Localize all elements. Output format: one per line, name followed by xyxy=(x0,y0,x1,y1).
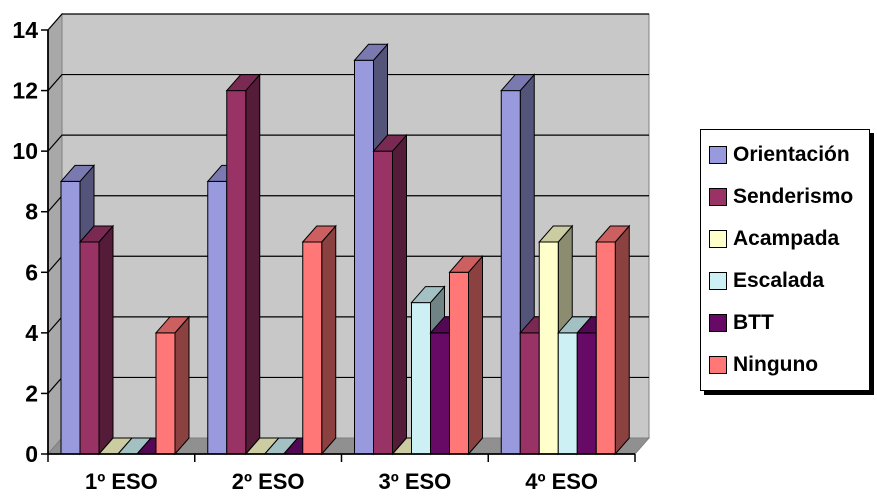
chart-legend: Orientación Senderismo Acampada Escalada BTT… xyxy=(700,129,870,391)
legend-label: Acampada xyxy=(733,227,840,250)
y-tick-label: 2 xyxy=(25,380,38,406)
legend-item: Acampada xyxy=(709,226,839,252)
bar xyxy=(154,315,191,456)
y-tick-label: 10 xyxy=(12,138,38,164)
plot-side-wall xyxy=(47,12,63,456)
y-tick-label: 8 xyxy=(25,199,38,225)
legend-item: BTT xyxy=(709,310,774,336)
x-tick-label: 2º ESO xyxy=(232,469,305,494)
y-tick-label: 6 xyxy=(25,259,38,285)
y-tick-label: 4 xyxy=(25,320,38,346)
legend-label: Escalada xyxy=(733,269,825,292)
bar xyxy=(595,224,631,456)
x-tick-label: 1º ESO xyxy=(85,469,158,494)
bar xyxy=(301,224,337,456)
bar xyxy=(78,224,115,456)
legend-swatch xyxy=(709,272,727,290)
legend-item: Ninguno xyxy=(709,352,818,378)
y-tick-label: 0 xyxy=(25,441,38,467)
gridline xyxy=(47,134,649,152)
legend-swatch xyxy=(709,356,727,374)
legend-label: Orientación xyxy=(733,143,850,166)
legend-label: BTT xyxy=(733,311,774,334)
legend-label: Ninguno xyxy=(733,353,819,376)
legend-swatch xyxy=(709,314,727,332)
x-tick-label: 3º ESO xyxy=(378,469,451,494)
y-tick-label: 12 xyxy=(12,78,38,104)
bar xyxy=(225,73,261,456)
legend-item: Escalada xyxy=(709,268,824,294)
legend-swatch xyxy=(709,146,727,164)
gridline xyxy=(47,13,649,31)
y-tick-label: 14 xyxy=(12,17,38,43)
legend-label: Senderismo xyxy=(733,185,854,208)
legend-swatch xyxy=(709,188,727,206)
bar xyxy=(372,133,408,456)
legend-swatch xyxy=(709,230,727,248)
x-tick-label: 4º ESO xyxy=(525,469,598,494)
legend-item: Orientación xyxy=(709,142,850,168)
legend-item: Senderismo xyxy=(709,184,853,210)
gridline xyxy=(47,73,649,91)
bar xyxy=(448,254,484,456)
